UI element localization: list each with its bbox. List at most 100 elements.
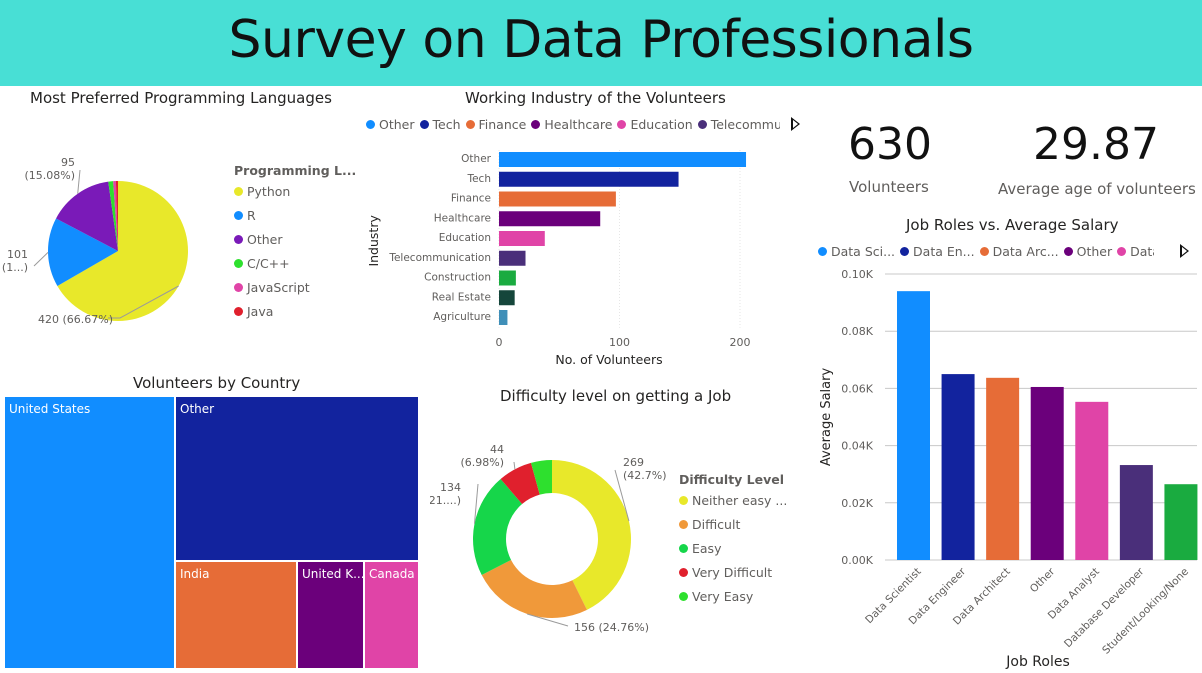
treemap-tile-united-states[interactable]: United States: [4, 396, 175, 669]
pie-slice-python[interactable]: [57, 181, 189, 321]
y-tick-label: 0.02K: [841, 497, 873, 510]
bar-telecommunication[interactable]: [499, 250, 526, 266]
legend-label: Telecommunicat...: [710, 117, 780, 132]
y-tick-label: Telecommunication: [388, 252, 491, 264]
bar-construction[interactable]: [499, 270, 516, 286]
column-other[interactable]: [1030, 386, 1064, 560]
pie-slice-other[interactable]: [56, 181, 118, 251]
legend-next-arrow-icon[interactable]: [1180, 244, 1189, 258]
donut-slice-easy[interactable]: [473, 478, 523, 576]
industry-chart-title: Working Industry of the Volunteers: [465, 89, 726, 107]
legend-label: Data Arc...: [992, 244, 1059, 259]
x-axis-title: No. of Volunteers: [555, 352, 662, 367]
data-label-leader: [614, 469, 630, 522]
country-treemap[interactable]: United States Other India United K... Canada: [4, 396, 419, 669]
column-data-analyst[interactable]: [1075, 401, 1109, 560]
legend-item-other[interactable]: Other: [234, 232, 283, 247]
legend-dot-icon: [679, 520, 688, 529]
pie-data-label: 95: [61, 156, 75, 169]
legend-dot-icon: [234, 259, 243, 268]
donut-slice-difficult[interactable]: [481, 559, 587, 618]
y-axis-title: Industry: [366, 215, 381, 267]
legend-item-telecommunicat[interactable]: Telecommunicat...: [697, 117, 780, 132]
legend-item-tech[interactable]: Tech: [419, 117, 461, 132]
legend-item-easy[interactable]: Easy: [679, 541, 721, 556]
legend-item-data-sci[interactable]: Data Sci...: [818, 244, 895, 259]
bar-healthcare[interactable]: [499, 211, 601, 227]
bar-real-estate[interactable]: [499, 290, 515, 306]
treemap-tile-label: Other: [180, 402, 215, 416]
y-tick-label: 0.10K: [841, 268, 873, 281]
legend-dot-icon: [979, 247, 989, 256]
legend-label: Tech: [432, 117, 461, 132]
legend-dot-icon: [234, 235, 243, 244]
y-tick-label: Real Estate: [432, 291, 491, 303]
legend-item-c-c[interactable]: C/C++: [234, 256, 290, 271]
y-tick-label: Other: [461, 153, 491, 165]
legend-item-python[interactable]: Python: [234, 184, 290, 199]
bar-finance[interactable]: [499, 191, 616, 207]
legend-item-data-arc[interactable]: Data Arc...: [979, 244, 1059, 259]
languages-pie-chart[interactable]: 420 (66.67%) 101(1...) 95(15.08%): [0, 130, 340, 380]
legend-item-very-easy[interactable]: Very Easy: [679, 589, 753, 604]
data-label-leader: [473, 483, 479, 524]
industry-bar-chart[interactable]: 0 100 200 Other Tech Finance Healthcare Educati…: [360, 140, 780, 380]
donut-slice-very-difficult[interactable]: [500, 462, 540, 505]
bar-tech[interactable]: [499, 171, 679, 187]
legend-item-r[interactable]: R: [234, 208, 256, 223]
legend-item-data-an[interactable]: Data An...: [1117, 244, 1154, 259]
column-data-engineer[interactable]: [941, 374, 975, 560]
legend-item-neither-easy[interactable]: Neither easy ...: [679, 493, 787, 508]
pie-slice-javascript[interactable]: [113, 181, 118, 251]
legend-dot-icon: [679, 568, 688, 577]
pie-data-label: 101: [7, 248, 28, 261]
legend-item-difficult[interactable]: Difficult: [679, 517, 740, 532]
donut-slice-neither-easy[interactable]: [552, 460, 631, 610]
legend-dot-icon: [234, 283, 243, 292]
bar-agriculture[interactable]: [499, 310, 508, 325]
pie-slice-c-c[interactable]: [108, 181, 118, 251]
bar-other[interactable]: [499, 152, 747, 167]
kpi-avg-age-label: Average age of volunteers: [998, 180, 1196, 198]
salary-legend[interactable]: Data Sci... Data En... Data Arc... Other Dat…: [818, 244, 1154, 259]
legend-dot-icon: [531, 120, 541, 129]
legend-item-education[interactable]: Education: [617, 117, 693, 132]
column-database-developer[interactable]: [1119, 465, 1153, 560]
legend-dot-icon: [419, 120, 429, 129]
treemap-tile-label: India: [180, 567, 210, 581]
donut-data-label: (42.7%): [623, 469, 667, 482]
y-tick-label: Construction: [424, 272, 491, 284]
legend-label: Very Difficult: [692, 565, 773, 580]
treemap-tile-united-k[interactable]: United K...: [297, 561, 364, 669]
legend-dot-icon: [679, 496, 688, 505]
pie-slice-r[interactable]: [47, 218, 118, 286]
column-student-looking-none[interactable]: [1164, 484, 1198, 560]
industry-legend[interactable]: Other Tech Finance Healthcare Education Telec…: [366, 117, 780, 132]
column-data-scientist[interactable]: [897, 291, 930, 560]
legend-item-other[interactable]: Other: [366, 117, 415, 132]
treemap-tile-canada[interactable]: Canada: [364, 561, 419, 669]
difficulty-donut-chart[interactable]: 269(42.7%) 156 (24.76%) 134(21....) 44(6.98…: [430, 440, 690, 650]
legend-item-finance[interactable]: Finance: [465, 117, 526, 132]
pie-slice-java[interactable]: [115, 181, 118, 251]
treemap-tile-other[interactable]: Other: [175, 396, 419, 561]
legend-item-data-en[interactable]: Data En...: [900, 244, 975, 259]
y-tick-label: 0.06K: [841, 382, 873, 395]
column-data-architect[interactable]: [986, 377, 1020, 560]
difficulty-legend-title: Difficulty Level: [679, 472, 785, 487]
treemap-tile-india[interactable]: India: [175, 561, 297, 669]
legend-dot-icon: [465, 120, 475, 129]
treemap-tile-label: United K...: [302, 567, 364, 581]
legend-next-arrow-icon[interactable]: [791, 117, 800, 131]
legend-item-very-difficult[interactable]: Very Difficult: [679, 565, 772, 580]
legend-label: Data En...: [913, 244, 975, 259]
donut-slice-very-easy[interactable]: [530, 460, 552, 495]
kpi-volunteers-label: Volunteers: [849, 178, 929, 196]
bar-education[interactable]: [499, 231, 545, 246]
legend-item-javascript[interactable]: JavaScript: [234, 280, 310, 295]
legend-item-healthcare[interactable]: Healthcare: [531, 117, 612, 132]
legend-item-java[interactable]: Java: [234, 304, 273, 319]
legend-item-other[interactable]: Other: [1063, 244, 1112, 259]
y-axis-title: Average Salary: [819, 368, 834, 467]
